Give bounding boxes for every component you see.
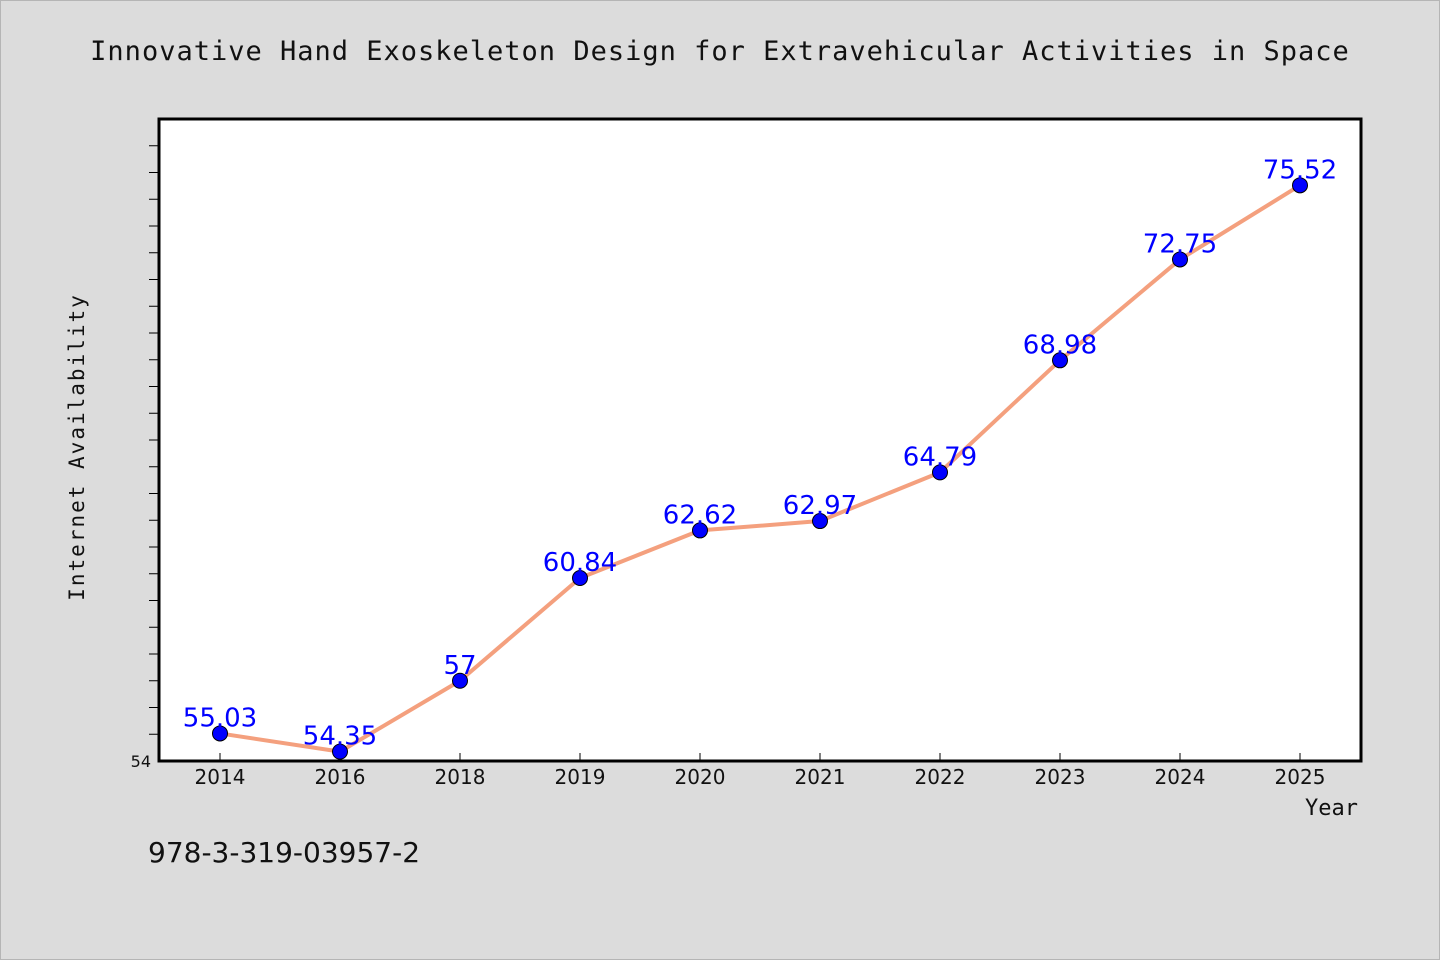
x-tick-label: 2022: [915, 765, 966, 789]
x-tick-label: 2021: [795, 765, 846, 789]
y-axis-ticks: 54: [131, 145, 159, 771]
x-tick-label: 2023: [1035, 765, 1086, 789]
x-tick-label: 2014: [195, 765, 246, 789]
x-tick-label: 2024: [1155, 765, 1206, 789]
data-point: [1052, 352, 1068, 369]
data-point: [572, 570, 588, 587]
data-point: [692, 522, 708, 539]
data-point: [212, 725, 228, 742]
x-tick-label: 2016: [315, 765, 366, 789]
x-tick-label: 2020: [675, 765, 726, 789]
data-labels: 55.03 54.35 57 60.84 62.62 62.97 64.79 68.98 72.…: [183, 155, 1337, 751]
x-tick-label: 2019: [555, 765, 606, 789]
data-point: [1172, 251, 1188, 268]
plot-area: [157, 117, 1363, 763]
data-point: [332, 743, 348, 760]
data-point: [1292, 177, 1308, 194]
data-label: 64.79: [903, 442, 977, 472]
data-label: 75.52: [1263, 155, 1337, 185]
data-point: [932, 464, 948, 481]
data-label: 57: [443, 651, 476, 681]
data-label: 55.03: [183, 703, 257, 733]
data-label: 68.98: [1023, 330, 1097, 360]
data-point: [452, 672, 468, 689]
y-tick-label: 54: [131, 752, 151, 771]
x-axis-ticks: 2014 2016 2018 2019 2020 2021 2022 2023 2024 2025: [195, 753, 1326, 789]
series-line: [219, 183, 1302, 754]
data-point: [812, 513, 828, 530]
data-label: 72.75: [1143, 229, 1217, 259]
data-label: 62.62: [663, 500, 737, 530]
data-label: 62.97: [783, 491, 857, 521]
isbn-note: 978-3-319-03957-2: [148, 836, 421, 869]
x-tick-label: 2018: [435, 765, 486, 789]
chart-title: Innovative Hand Exoskeleton Design for E…: [90, 36, 1350, 67]
series-layer: [212, 177, 1308, 760]
x-tick-label: 2025: [1275, 765, 1326, 789]
x-axis-label: Year: [1305, 796, 1358, 821]
data-label: 54.35: [303, 722, 377, 752]
data-label: 60.84: [543, 548, 617, 578]
